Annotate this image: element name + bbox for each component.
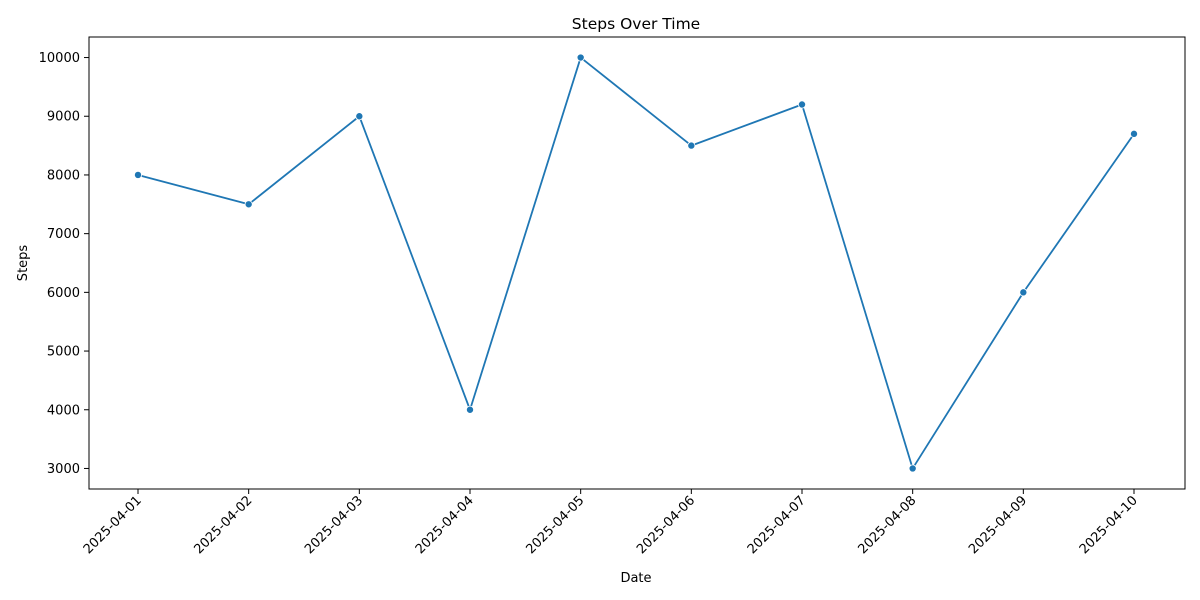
data-point [687, 141, 696, 150]
x-tick-label: 2025-04-06 [634, 493, 698, 557]
y-tick-label: 7000 [47, 227, 80, 242]
y-axis: 3000 4000 5000 6000 7000 8000 9000 10000 [39, 51, 89, 477]
data-point [1130, 129, 1139, 138]
x-tick-label: 2025-04-04 [413, 493, 477, 557]
x-tick-label: 2025-04-05 [523, 493, 587, 557]
y-tick-label: 6000 [47, 286, 80, 301]
plot-area-frame [88, 36, 1186, 490]
data-point [1019, 288, 1028, 297]
x-axis-label: Date [620, 571, 651, 586]
data-point [244, 200, 253, 209]
x-tick-label: 2025-04-09 [966, 493, 1030, 557]
data-point [576, 53, 585, 62]
x-tick-label: 2025-04-10 [1077, 493, 1141, 557]
y-axis-label: Steps [16, 245, 31, 282]
y-tick-label: 3000 [47, 462, 80, 477]
x-tick-label: 2025-04-08 [855, 493, 919, 557]
y-tick-label: 8000 [47, 168, 80, 183]
x-tick-label: 2025-04-03 [302, 493, 366, 557]
x-tick-label: 2025-04-02 [191, 493, 255, 557]
series-line [137, 56, 1135, 470]
y-tick-label: 4000 [47, 403, 80, 418]
x-tick-label: 2025-04-01 [81, 493, 145, 557]
x-tick-label: 2025-04-07 [745, 493, 809, 557]
series-layer [133, 53, 1139, 473]
data-point [133, 170, 142, 179]
data-point [465, 405, 474, 414]
data-point [355, 112, 364, 121]
y-tick-label: 9000 [47, 110, 80, 125]
x-axis: 2025-04-01 2025-04-02 2025-04-03 2025-04-04… [81, 489, 1141, 557]
data-point [798, 100, 807, 109]
y-tick-label: 10000 [39, 51, 80, 66]
chart-title: Steps Over Time [572, 15, 700, 33]
y-tick-label: 5000 [47, 345, 80, 360]
data-point [908, 464, 917, 473]
